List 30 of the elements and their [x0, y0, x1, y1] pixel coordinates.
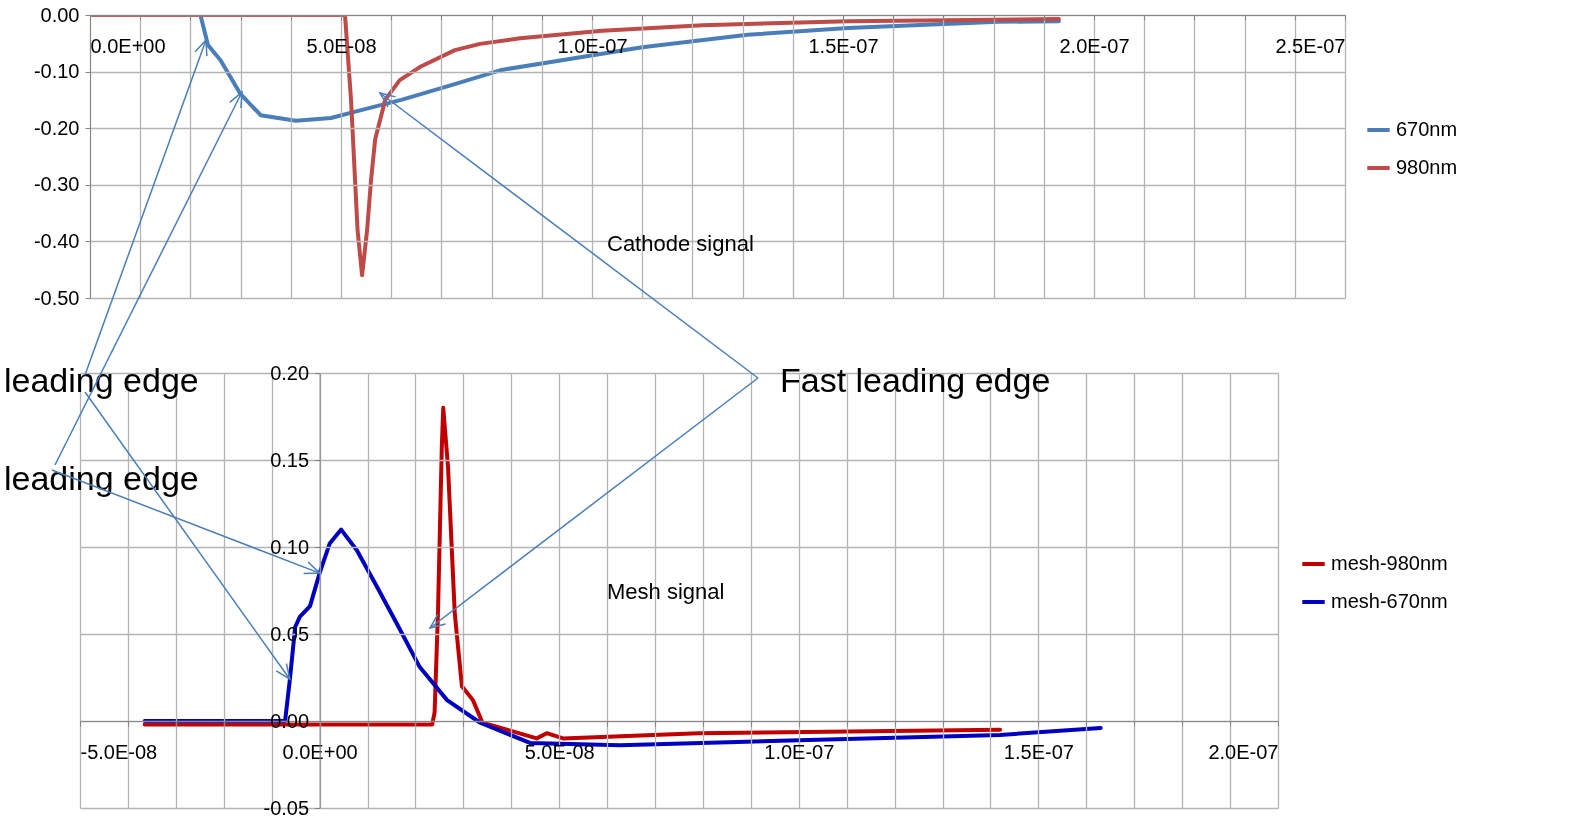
- x-tick-label: 1.5E-07: [1003, 740, 1074, 763]
- y-tick-label: 0.10: [270, 535, 310, 558]
- annotation: Cathode signal: [607, 231, 754, 258]
- x-tick-label: 5.0E-08: [524, 740, 595, 763]
- x-tick-label: 2.0E-07: [1059, 34, 1130, 57]
- x-tick-label: 0.0E+00: [282, 740, 358, 763]
- y-tick-label: -0.20: [33, 116, 80, 139]
- y-tick-label: 0.00: [40, 3, 80, 26]
- y-tick-label: -0.10: [33, 60, 80, 83]
- y-tick-label: 0.00: [270, 709, 310, 732]
- legend-label: 670nm: [1396, 118, 1458, 140]
- y-tick-label: -0.40: [33, 229, 80, 252]
- x-tick-label: 1.0E-07: [764, 740, 835, 763]
- x-tick-label: -5.0E-08: [80, 740, 158, 763]
- legend-label: mesh-670nm: [1331, 590, 1448, 612]
- y-tick-label: -0.05: [263, 796, 310, 819]
- y-tick-label: 0.15: [270, 448, 310, 471]
- y-tick-label: 0.20: [270, 361, 310, 384]
- legend-label: 980nm: [1396, 156, 1458, 178]
- x-tick-label: 2.0E-07: [1208, 740, 1279, 763]
- y-tick-label: -0.50: [33, 286, 80, 309]
- x-tick-label: 1.5E-07: [808, 34, 879, 57]
- y-tick-label: -0.30: [33, 173, 80, 196]
- legend-label: mesh-980nm: [1331, 552, 1448, 574]
- x-tick-label: 0.0E+00: [90, 34, 166, 57]
- annotation: Mesh signal: [607, 579, 725, 606]
- x-tick-label: 2.5E-07: [1275, 34, 1346, 57]
- line-series: [90, 15, 1061, 278]
- x-tick-label: 1.0E-07: [557, 34, 628, 57]
- annotation: Fast leading edge: [780, 360, 1051, 401]
